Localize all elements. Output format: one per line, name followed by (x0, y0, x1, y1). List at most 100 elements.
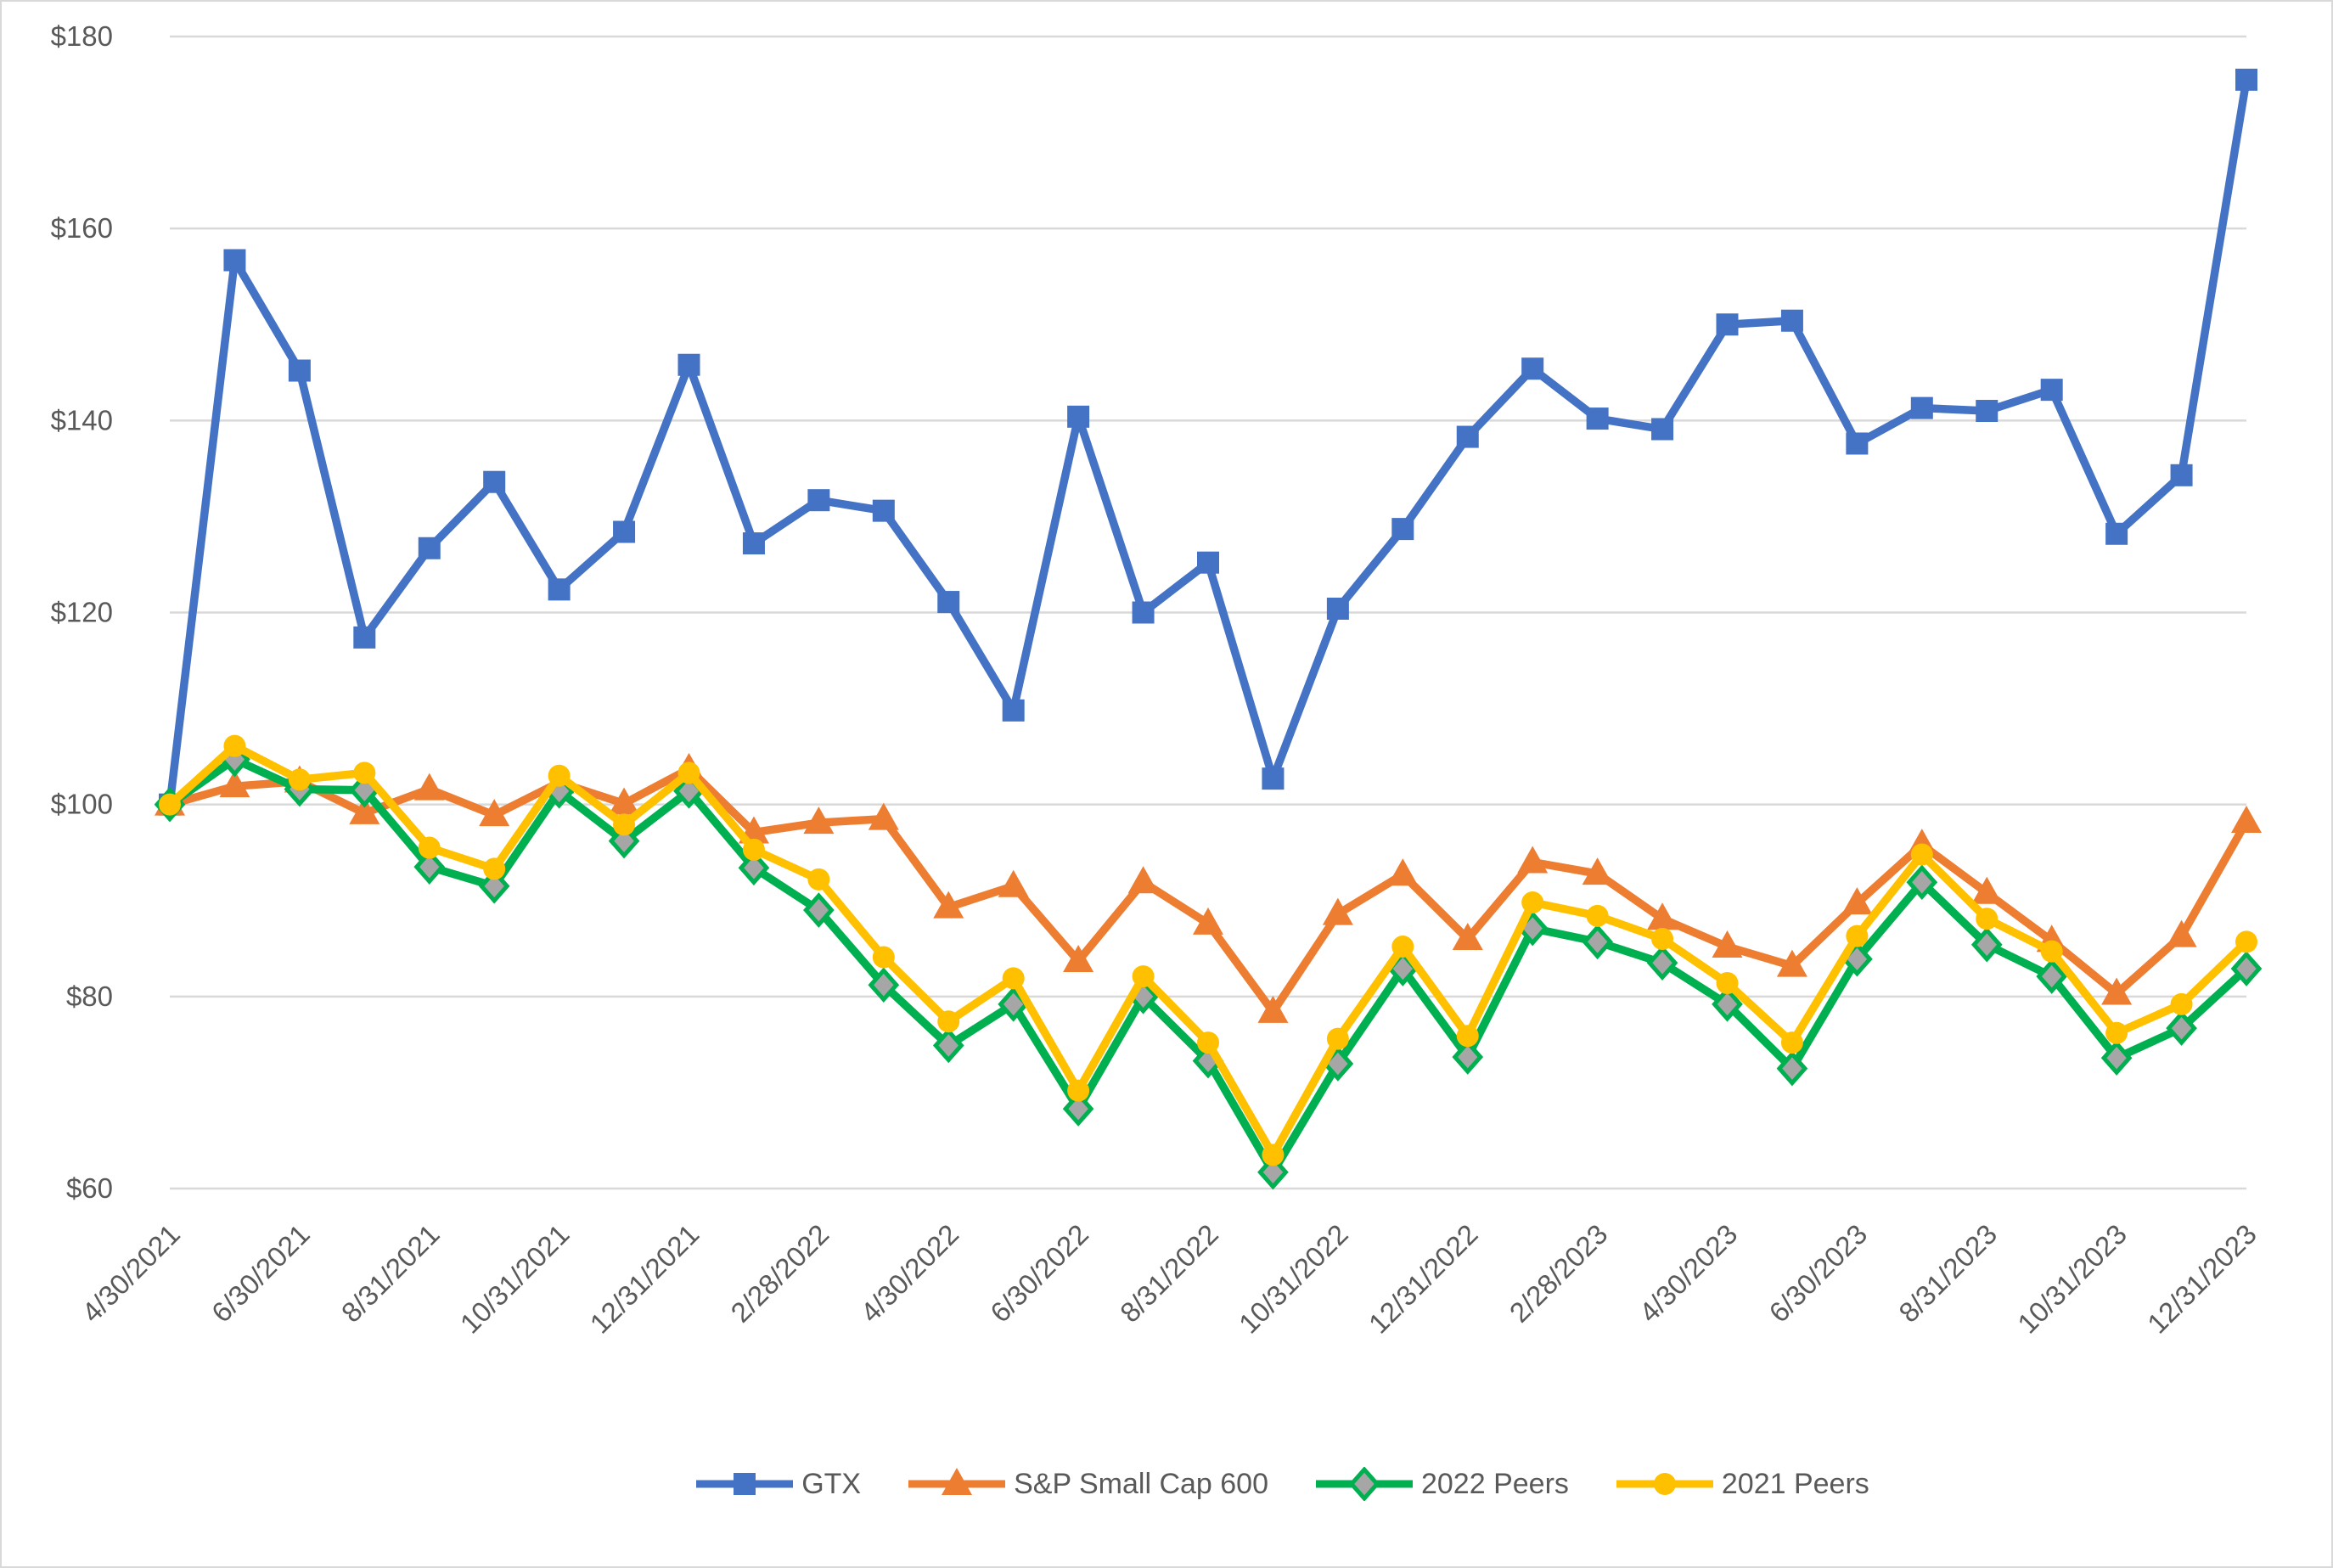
y-axis-tick-label: $120 (51, 597, 113, 628)
triangle-marker-icon (1517, 846, 1549, 874)
circle-marker-icon (1651, 927, 1674, 950)
x-axis-tick-label: 2/28/2023 (1504, 1218, 1614, 1329)
x-axis-tick-label: 4/30/2022 (854, 1218, 964, 1329)
circle-marker-icon (353, 762, 376, 784)
circle-marker-icon (1262, 1144, 1285, 1166)
square-marker-icon (483, 470, 506, 493)
y-axis-tick-label: $60 (66, 1172, 113, 1204)
square-marker-icon (734, 1473, 756, 1495)
triangle-marker-icon (2166, 919, 2197, 947)
legend-item-2022-peers: 2022 Peers (1313, 1467, 1569, 1501)
x-axis-tick-label: 4/30/2021 (76, 1218, 186, 1329)
triangle-marker-icon (1776, 949, 1807, 977)
circle-marker-icon (1780, 1031, 1803, 1054)
circle-marker-icon (1653, 1473, 1676, 1495)
square-marker-icon (418, 537, 441, 559)
peers2021-line-circle-icon (1616, 1473, 1713, 1495)
series-line-2022-peers (166, 755, 2251, 1177)
diamond-marker-icon (478, 868, 510, 904)
legend-item-sp-small-cap-600: S&P Small Cap 600 (905, 1467, 1268, 1501)
gtx-line-square-icon (696, 1473, 794, 1495)
diamond-marker-icon (1646, 945, 1678, 981)
triangle-marker-icon (1452, 922, 1483, 950)
diamond-marker-icon (1348, 1467, 1380, 1501)
circle-marker-icon (483, 857, 506, 880)
circle-marker-icon (1391, 936, 1414, 958)
y-axis-tick-label: $180 (51, 20, 113, 52)
sp600-line-triangle-icon (908, 1468, 1006, 1495)
triangle-marker-icon (1063, 944, 1094, 972)
square-marker-icon (223, 249, 246, 272)
triangle-marker-icon (1841, 887, 1873, 915)
circle-marker-icon (1132, 965, 1155, 988)
square-marker-icon (353, 626, 376, 649)
diamond-marker-icon (1062, 1091, 1094, 1127)
circle-marker-icon (1586, 904, 1609, 927)
triangle-marker-icon (1971, 876, 2003, 904)
triangle-marker-icon (998, 869, 1029, 897)
triangle-marker-icon (1322, 897, 1353, 925)
chart-legend: GTX S&P Small Cap 600 2022 Peers 2021 Pe… (229, 1467, 2333, 1501)
diamond-marker-icon (1582, 924, 1613, 960)
square-marker-icon (742, 532, 765, 555)
diamond-marker-icon (1906, 864, 1938, 901)
triangle-marker-icon (479, 799, 510, 827)
x-axis-tick-label: 8/31/2022 (1114, 1218, 1224, 1329)
triangle-marker-icon (1712, 930, 1743, 958)
square-marker-icon (1391, 518, 1414, 541)
square-marker-icon (1846, 432, 1869, 455)
triangle-marker-icon (219, 770, 250, 798)
circle-marker-icon (613, 813, 636, 836)
circle-marker-icon (1002, 967, 1025, 990)
square-marker-icon (1067, 405, 1090, 428)
square-marker-icon (1132, 601, 1155, 624)
circle-marker-icon (1067, 1079, 1090, 1102)
circle-marker-icon (1910, 843, 1933, 866)
x-axis-tick-label: 2/28/2022 (724, 1218, 835, 1329)
triangle-marker-icon (413, 773, 445, 801)
legend-label: GTX (801, 1467, 862, 1500)
legend-label: S&P Small Cap 600 (1014, 1467, 1268, 1500)
circle-marker-icon (2040, 940, 2063, 963)
circle-marker-icon (2105, 1021, 2128, 1044)
square-marker-icon (548, 578, 571, 601)
y-axis-tick-label: $100 (51, 789, 113, 820)
square-marker-icon (807, 489, 830, 512)
x-axis-tick-label: 12/31/2021 (583, 1218, 705, 1340)
square-marker-icon (872, 499, 895, 522)
diamond-marker-icon (1257, 1155, 1289, 1190)
square-marker-icon (1456, 425, 1479, 448)
triangle-marker-icon (1647, 902, 1678, 930)
square-marker-icon (1976, 400, 1999, 423)
triangle-marker-icon (1582, 857, 1613, 885)
x-axis-tick-label: 10/31/2021 (454, 1218, 576, 1340)
x-axis-tick-label: 6/30/2021 (205, 1218, 316, 1329)
square-marker-icon (1326, 597, 1349, 620)
square-marker-icon (2235, 68, 2257, 91)
y-axis-tick-label: $80 (66, 981, 113, 1012)
square-marker-icon (2105, 522, 2128, 545)
diamond-marker-icon (738, 850, 770, 886)
x-axis-tick-label: 8/31/2023 (1892, 1218, 2003, 1329)
series-line-gtx (166, 76, 2251, 809)
circle-marker-icon (1976, 908, 1999, 930)
triangle-marker-icon (1193, 907, 1223, 935)
square-marker-icon (1002, 699, 1025, 722)
diamond-marker-icon (1776, 1050, 1808, 1087)
triangle-marker-icon (803, 806, 835, 835)
y-axis-tick-label: $140 (51, 404, 113, 436)
diamond-marker-icon (1452, 1039, 1484, 1075)
diamond-marker-icon (2166, 1010, 2197, 1046)
square-marker-icon (1780, 309, 1803, 332)
diamond-marker-icon (1712, 986, 1743, 1022)
circle-marker-icon (223, 734, 246, 757)
x-axis-tick-label: 4/30/2023 (1633, 1218, 1743, 1329)
triangle-marker-icon (609, 787, 640, 815)
circle-marker-icon (418, 836, 441, 859)
triangle-marker-icon (933, 891, 964, 919)
square-marker-icon (1521, 357, 1544, 380)
x-axis-tick-label: 10/31/2023 (2011, 1218, 2133, 1340)
legend-label: 2021 Peers (1721, 1467, 1869, 1500)
diamond-marker-icon (2230, 951, 2263, 986)
legend-item-gtx: GTX (693, 1467, 861, 1501)
